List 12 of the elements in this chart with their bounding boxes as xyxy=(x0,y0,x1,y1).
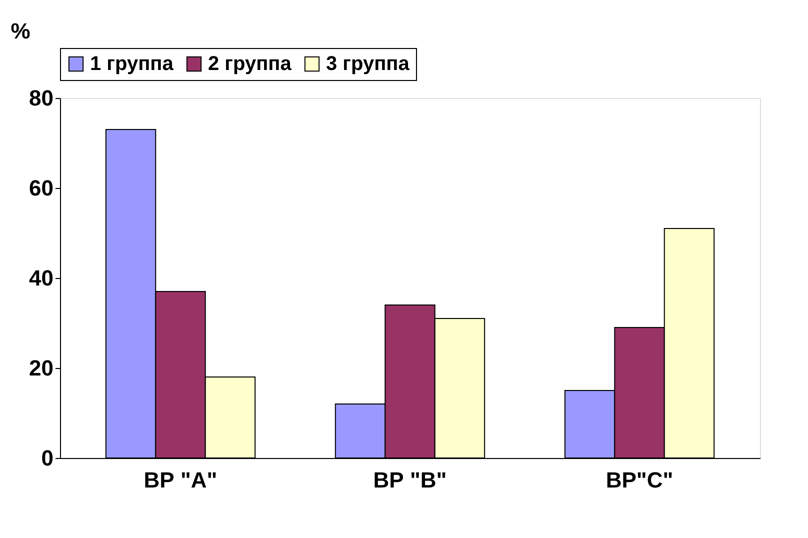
legend-label: 2 группа xyxy=(208,53,292,75)
y-tick-label: 0 xyxy=(41,446,54,470)
y-tick-label: 40 xyxy=(29,266,54,290)
x-tick-label: ВР"С" xyxy=(606,468,674,492)
legend-label: 1 группа xyxy=(90,53,174,75)
y-tick-label: 80 xyxy=(29,86,54,110)
x-tick-label: ВР "А" xyxy=(144,468,218,492)
legend-label: 3 группа xyxy=(326,53,410,75)
y-tick-label: 60 xyxy=(29,176,54,200)
y-tick-label: 20 xyxy=(29,356,54,380)
x-tick-label: ВР "В" xyxy=(373,468,447,492)
y-axis-title: % xyxy=(10,18,30,44)
